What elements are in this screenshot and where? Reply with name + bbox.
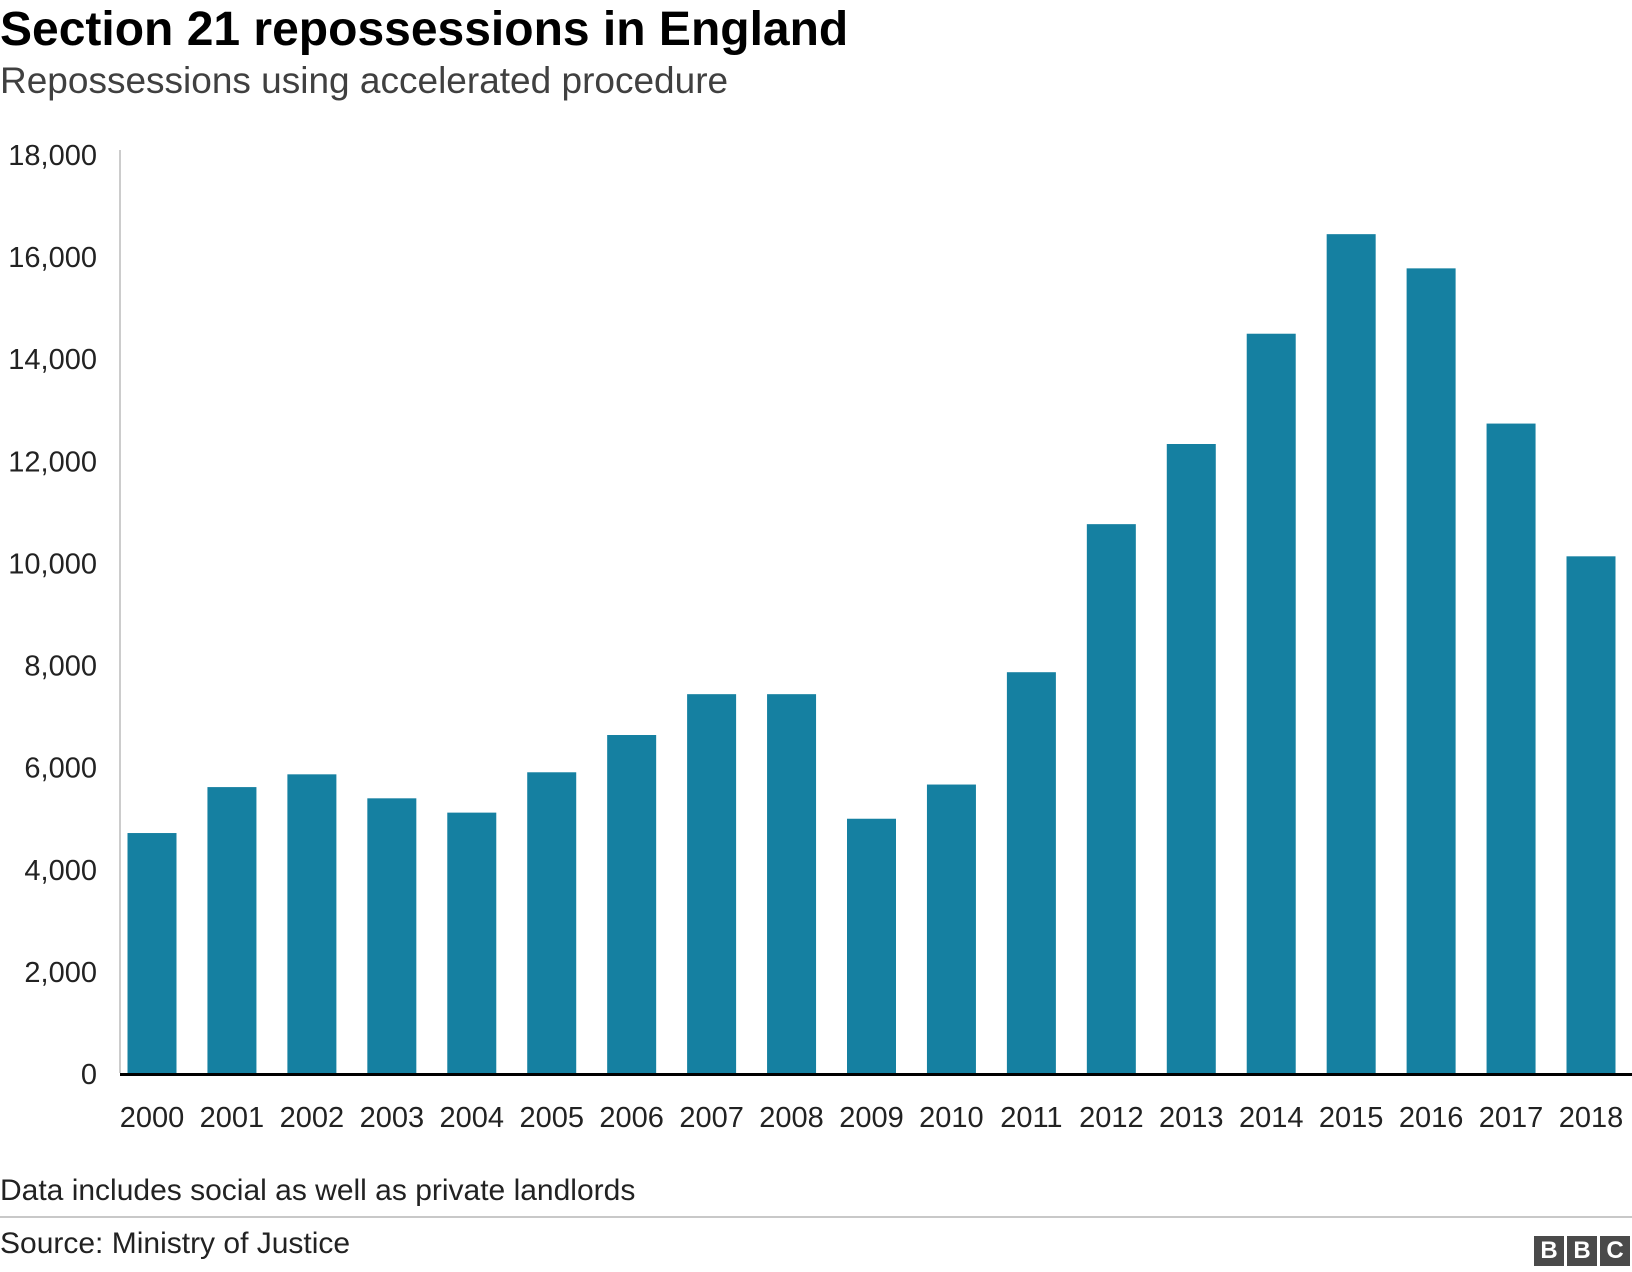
footer-divider — [0, 1216, 1632, 1218]
y-tick-label: 0 — [81, 1059, 97, 1091]
bar-2005 — [527, 772, 577, 1073]
chart-note: Data includes social as well as private … — [0, 1174, 636, 1207]
bar-2011 — [1006, 672, 1056, 1073]
x-tick-label: 2018 — [1559, 1102, 1624, 1134]
x-tick-label: 2014 — [1239, 1102, 1304, 1134]
bar-2008 — [767, 694, 817, 1073]
bar-chart: 0 2,000 4,000 6,000 8,000 10,000 12,000 14,000 1… — [8, 140, 1632, 1134]
y-tick-label: 2,000 — [24, 957, 97, 989]
y-tick-label: 10,000 — [8, 548, 97, 580]
x-tick-label: 2010 — [919, 1102, 984, 1134]
x-tick-label: 2004 — [440, 1102, 505, 1134]
x-tick-label: 2016 — [1399, 1102, 1464, 1134]
x-tick-label: 2012 — [1079, 1102, 1144, 1134]
logo-letter-b2: B — [1567, 1236, 1597, 1266]
bar-2003 — [367, 798, 417, 1073]
y-axis-ticks: 0 2,000 4,000 6,000 8,000 10,000 12,000 14,000 1… — [8, 140, 97, 1091]
y-tick-label: 6,000 — [24, 753, 97, 785]
bar-2014 — [1246, 333, 1296, 1074]
x-tick-label: 2007 — [679, 1102, 744, 1134]
y-tick-label: 8,000 — [24, 651, 97, 683]
bar-2017 — [1486, 423, 1536, 1073]
bar-2001 — [207, 787, 257, 1073]
bar-2004 — [447, 812, 497, 1073]
bar-2016 — [1406, 268, 1456, 1073]
x-tick-label: 2017 — [1479, 1102, 1544, 1134]
x-tick-label: 2001 — [200, 1102, 265, 1134]
bars — [127, 234, 1616, 1074]
logo-letter-c: C — [1600, 1236, 1630, 1266]
y-tick-label: 12,000 — [8, 446, 97, 478]
y-tick-label: 18,000 — [8, 140, 97, 172]
chart-subtitle: Repossessions using accelerated procedur… — [0, 60, 729, 101]
bar-2018 — [1566, 556, 1616, 1073]
x-tick-label: 2009 — [839, 1102, 904, 1134]
bar-2010 — [926, 784, 976, 1073]
y-tick-label: 14,000 — [8, 344, 97, 376]
bar-2006 — [607, 735, 657, 1073]
y-tick-label: 16,000 — [8, 242, 97, 274]
bar-2015 — [1326, 234, 1376, 1073]
bar-2012 — [1086, 524, 1136, 1073]
bbc-logo: B B C — [1534, 1236, 1630, 1266]
bar-2009 — [847, 818, 896, 1073]
x-tick-label: 2002 — [280, 1102, 345, 1134]
logo-letter-b1: B — [1534, 1236, 1564, 1266]
x-tick-label: 2008 — [759, 1102, 824, 1134]
y-tick-label: 4,000 — [24, 855, 97, 887]
x-tick-label: 2006 — [599, 1102, 664, 1134]
chart-source: Source: Ministry of Justice — [0, 1227, 351, 1260]
x-tick-label: 2000 — [120, 1102, 185, 1134]
x-tick-label: 2015 — [1319, 1102, 1384, 1134]
bar-2000 — [127, 833, 177, 1073]
x-tick-label: 2005 — [519, 1102, 584, 1134]
x-tick-label: 2003 — [360, 1102, 425, 1134]
bar-2007 — [687, 694, 737, 1073]
x-tick-label: 2011 — [1000, 1102, 1062, 1134]
chart-title: Section 21 repossessions in England — [0, 3, 849, 56]
bar-2002 — [287, 774, 337, 1073]
bar-2013 — [1166, 444, 1216, 1073]
x-tick-label: 2013 — [1159, 1102, 1224, 1134]
x-axis-ticks: 2000 2001 2002 2003 2004 2005 2006 2007 2008 2009… — [120, 1102, 1624, 1134]
